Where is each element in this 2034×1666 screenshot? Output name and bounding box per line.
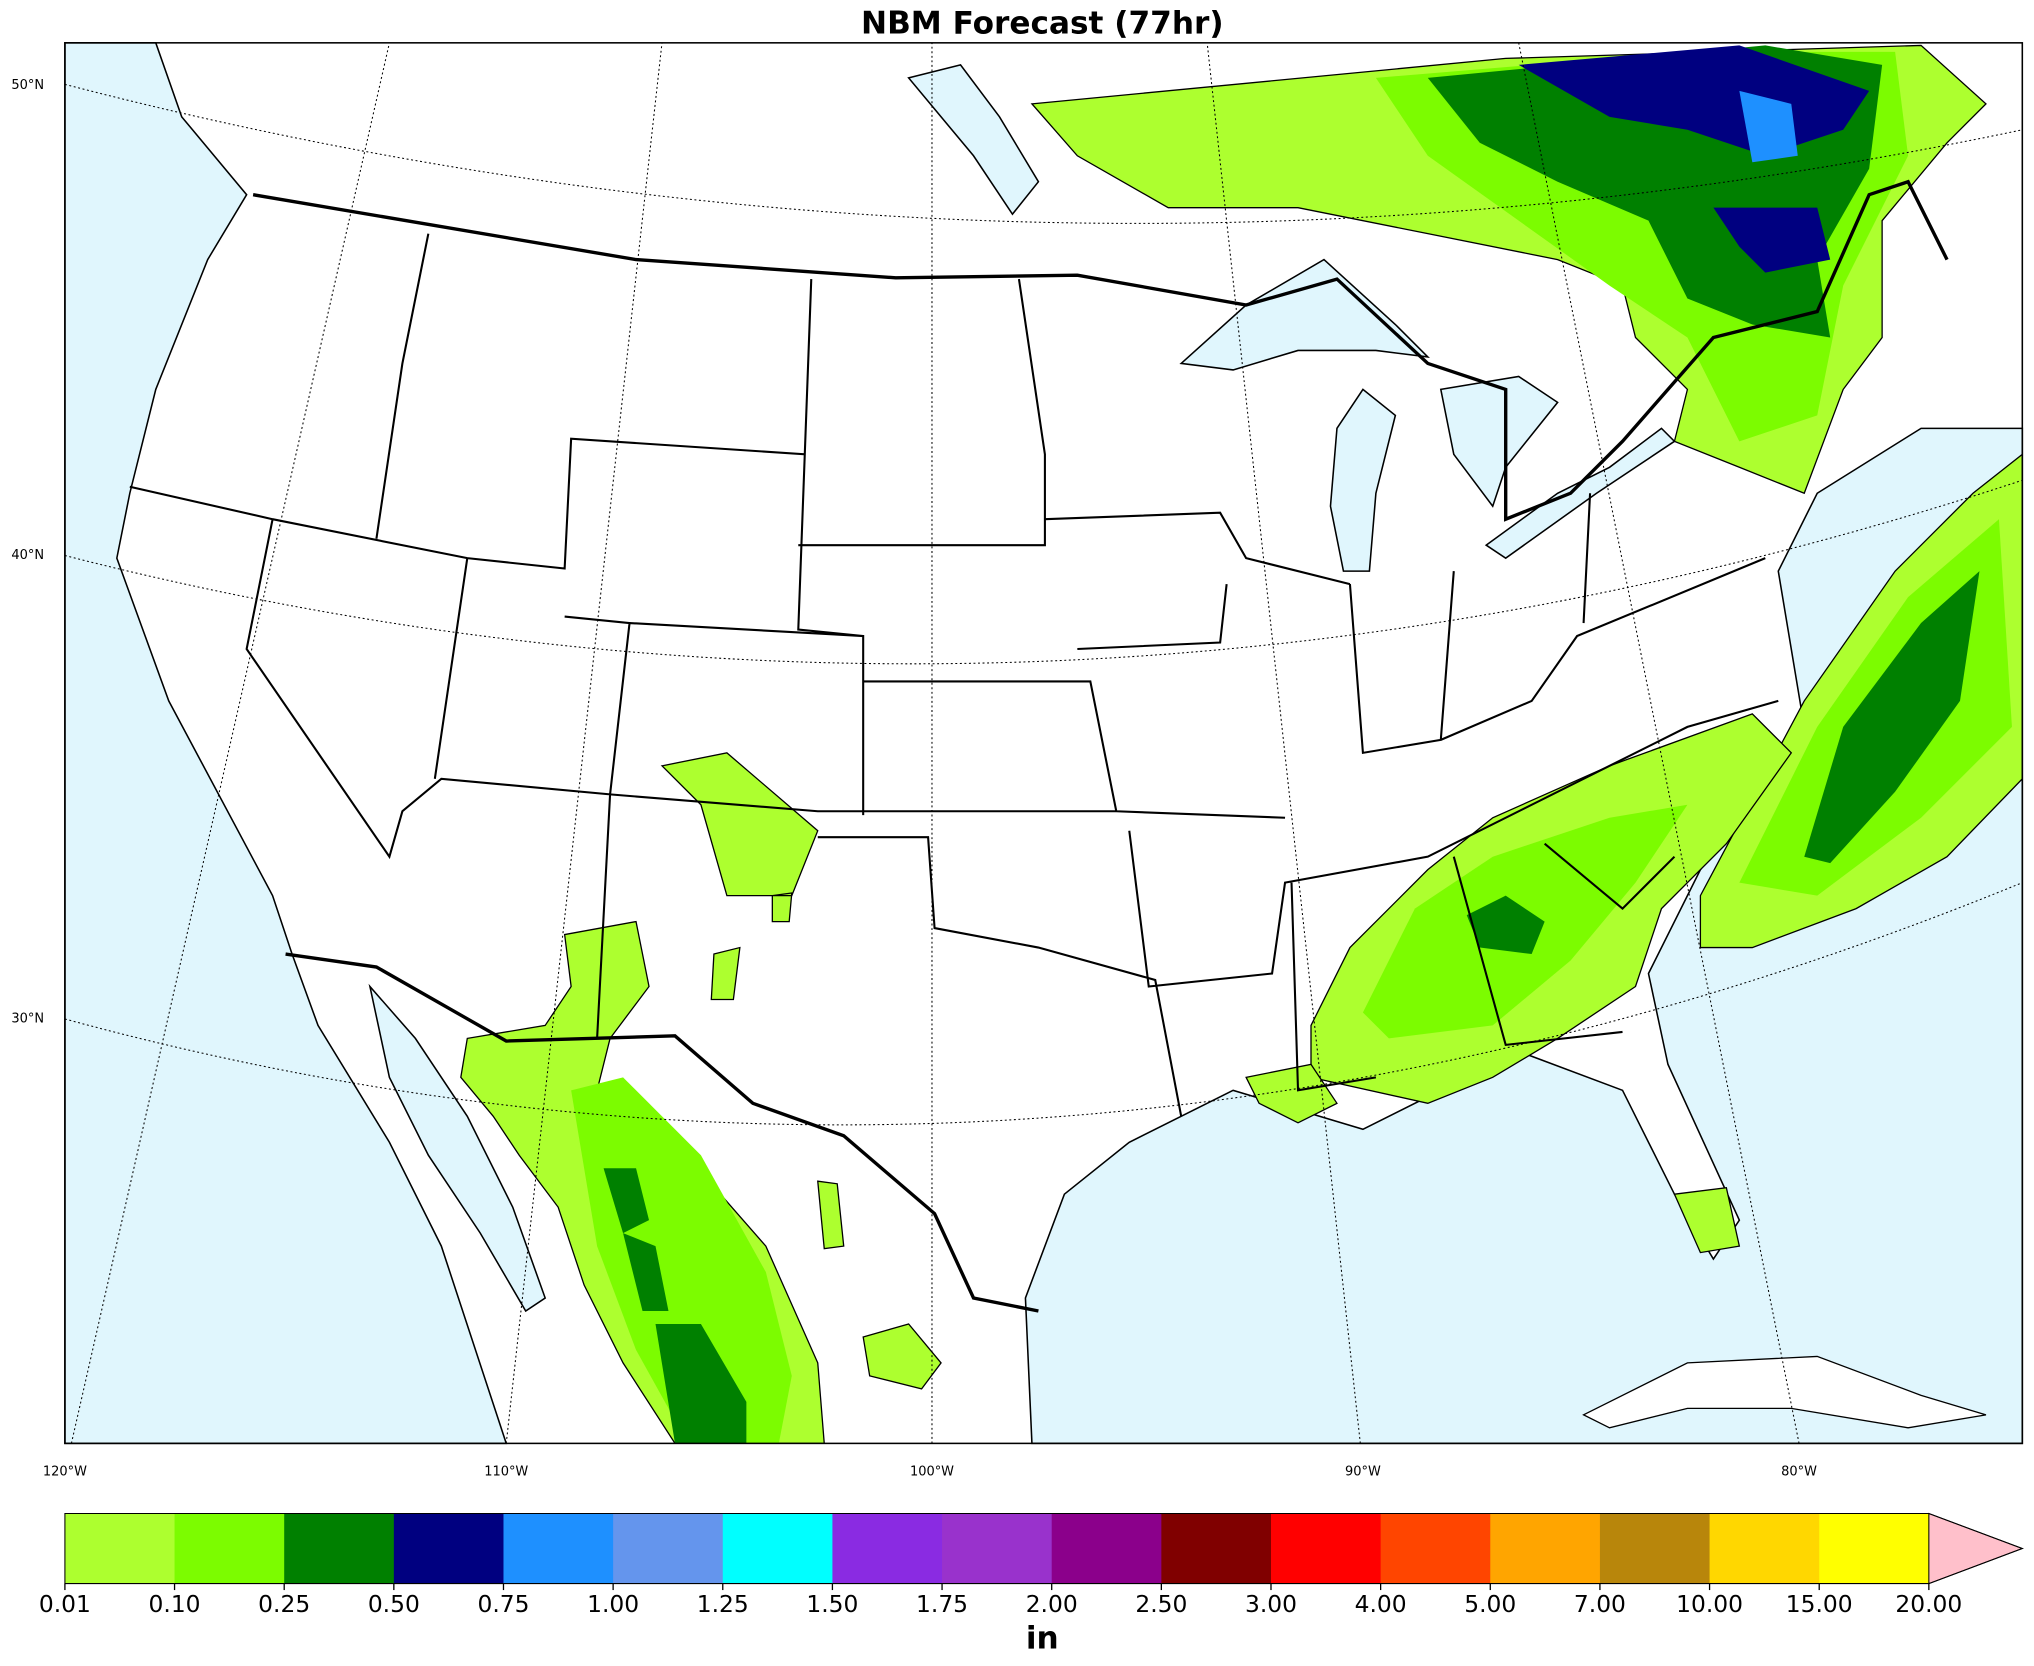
colorbar-segment [1161,1513,1272,1584]
colorbar-tick-label: 5.00 [1464,1590,1516,1618]
map [64,42,2024,1445]
colorbar-segment [64,1513,176,1584]
colorbar-segment [1380,1513,1491,1584]
colorbar-extend [1928,1512,2024,1585]
lat-label: 40°N [11,548,44,563]
colorbar-tick-label: 7.00 [1574,1590,1626,1618]
colorbar-segment [722,1513,834,1584]
colorbar-tick-label: 0.01 [39,1590,91,1618]
lake-michigan [1329,388,1397,572]
colorbar-segment [284,1513,395,1584]
colorbar-tick-label: 2.00 [1026,1590,1078,1618]
lon-label: 120°W [43,1464,87,1479]
colorbar-tick-label: 1.00 [587,1590,639,1618]
colorbar-tick-label: 2.50 [1135,1590,1187,1618]
colorbar-segment [613,1513,724,1584]
colorbar-segment [1599,1513,1711,1584]
colorbar-segment [1819,1513,1930,1584]
lon-label: 90°W [1345,1464,1381,1479]
colorbar-tick-label: 0.10 [149,1590,201,1618]
boundaries [129,179,1949,1313]
lat-label: 50°N [11,78,44,93]
colorbar-outline [64,1512,2024,1585]
gulf-of-california [368,983,547,1313]
colorbar-segment [1051,1513,1162,1584]
colorbar-segment [393,1513,505,1584]
title: NBM Forecast (77hr) [861,6,1224,42]
colorbar-segment [1270,1513,1382,1584]
colorbar-tick-label: 1.50 [806,1590,858,1618]
colorbar-segment [1490,1513,1601,1584]
colorbar-tick-label: 0.75 [477,1590,529,1618]
pacific [64,42,508,1445]
cuba [1582,1355,1987,1429]
colorbar-tick-label: 15.00 [1786,1590,1853,1618]
colorbar-tick-label: 0.25 [258,1590,310,1618]
colorbar-tick-label: 20.00 [1895,1590,1962,1618]
colorbar-label: in [1026,1620,1059,1656]
map-labels: 50°N 40°N 30°N 120°W 110°W 100°W 90°W 80°W [11,78,1817,1479]
colorbar-tick-label: 0.50 [368,1590,420,1618]
lat-label: 30°N [11,1011,44,1026]
lon-label: 80°W [1781,1464,1817,1479]
colorbar-segment [832,1513,943,1584]
colorbar-segment [1709,1513,1820,1584]
colorbar: 0.01 0.10 0.25 0.50 0.75 1.00 1.25 1.50 1.75 2.00… [39,1512,2024,1656]
lon-label: 110°W [484,1464,528,1479]
colorbar-segment [942,1513,1053,1584]
lon-label: 100°W [910,1464,954,1479]
colorbar-segment [503,1513,614,1584]
lake-erie-ontario [1484,427,1676,560]
colorbar-tick-label: 10.00 [1676,1590,1743,1618]
colorbar-tick-label: 4.00 [1355,1590,1407,1618]
colorbar-tick-label: 1.25 [697,1590,749,1618]
graticule [64,42,2023,1444]
lake-winnipeg [907,64,1040,216]
colorbar-tick-label: 3.00 [1245,1590,1297,1618]
precip [460,44,2023,1445]
lake-superior [1179,258,1430,371]
colorbar-tick-label: 1.75 [916,1590,968,1618]
colorbar-segment [174,1513,285,1584]
